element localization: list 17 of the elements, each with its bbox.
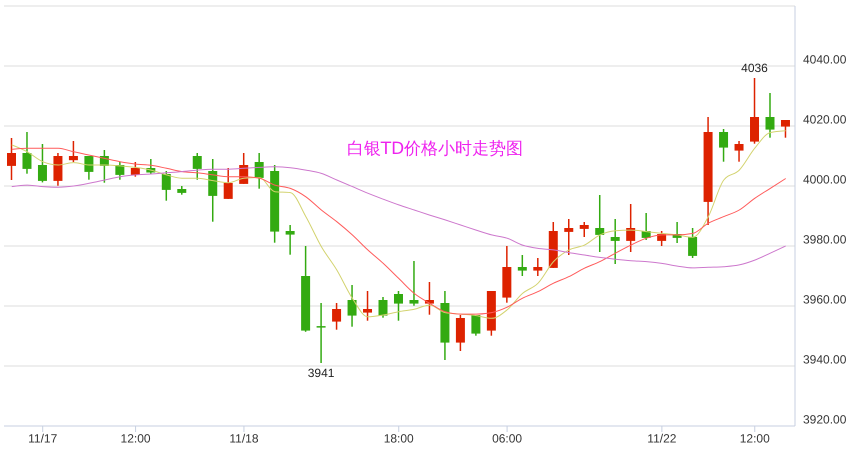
y-tick-label: 4020.00 [803,112,847,126]
x-tick-label: 12:00 [120,432,151,446]
x-tick-label: 06:00 [492,432,522,446]
y-tick-label: 3960.00 [803,292,847,306]
annotation: 4036 [741,61,768,75]
x-tick-label: 12:00 [740,432,770,446]
x-tick-label: 11/17 [28,432,58,446]
x-tick-label: 11/22 [647,432,677,446]
y-tick-label: 4040.00 [803,52,847,66]
y-tick-label: 3920.00 [803,412,847,426]
annotation: 3941 [308,366,335,380]
text: 白银TD价格小时走势图 [346,138,524,160]
y-tick-label: 3940.00 [803,352,847,366]
x-tick-label: 18:00 [384,432,414,446]
y-tick-label: 4000.00 [803,172,847,186]
x-tick-label: 11/18 [229,432,259,446]
y-tick-label: 3980.00 [803,232,847,246]
